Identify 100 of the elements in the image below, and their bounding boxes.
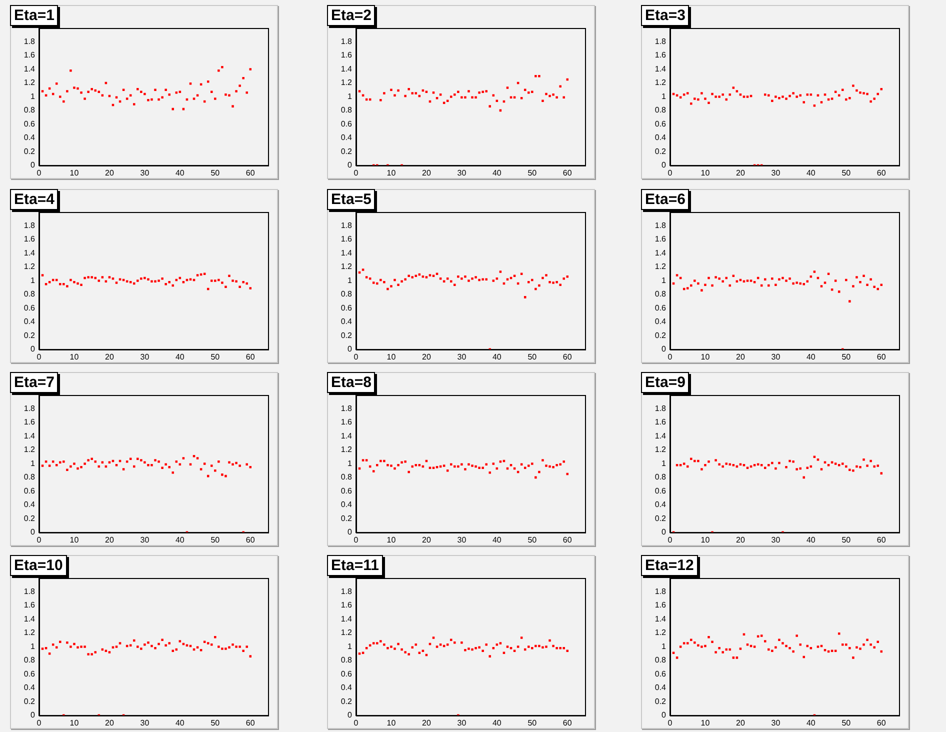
y-tick-label: 1.6 — [340, 418, 353, 427]
x-tick-label: 30 — [771, 168, 781, 178]
y-tick-label: 0 — [348, 344, 353, 354]
y-tick-label: 1.8 — [24, 404, 36, 413]
x-tick-label: 40 — [806, 718, 816, 728]
y-tick-label: 0.6 — [654, 669, 667, 678]
y-tick-label: 0.6 — [654, 303, 667, 312]
x-tick-label: 0 — [354, 535, 359, 544]
x-tick-label: 60 — [562, 352, 572, 362]
x-tick-label: 30 — [140, 168, 150, 178]
y-tick-label: 1 — [348, 92, 353, 101]
x-tick-label: 40 — [175, 718, 185, 728]
x-tick-label: 60 — [876, 352, 886, 362]
y-tick-label: 1 — [30, 276, 36, 285]
x-tick-label: 10 — [70, 168, 80, 178]
chart-title: Eta=3 — [641, 5, 690, 26]
y-tick-label: 1.8 — [654, 404, 667, 413]
y-tick-label: 1.8 — [24, 220, 36, 230]
y-tick-label: 0.2 — [654, 146, 667, 156]
chart-title: Eta=1 — [10, 5, 58, 26]
x-tick-label: 30 — [140, 352, 150, 362]
x-tick-label: 20 — [105, 718, 114, 728]
y-tick-label: 1.2 — [654, 78, 667, 88]
y-tick-label: 1 — [662, 276, 667, 285]
x-tick-label: 20 — [105, 352, 114, 362]
y-tick-label: 1.8 — [654, 220, 667, 230]
x-tick-label: 20 — [105, 168, 114, 178]
x-tick-label: 0 — [668, 168, 673, 178]
x-tick-label: 50 — [210, 535, 220, 544]
y-tick-label: 1.8 — [24, 586, 36, 596]
x-tick-label: 30 — [457, 718, 467, 728]
x-tick-label: 40 — [806, 168, 816, 178]
x-tick-label: 60 — [876, 535, 886, 544]
x-tick-label: 20 — [736, 535, 746, 544]
x-tick-label: 0 — [354, 718, 359, 728]
x-tick-label: 10 — [386, 352, 396, 362]
y-tick-label: 1.4 — [654, 614, 667, 624]
y-tick-label: 0.2 — [24, 146, 36, 156]
y-tick-label: 1 — [30, 642, 36, 651]
chart-title: Eta=5 — [327, 189, 376, 210]
y-tick-label: 0.2 — [654, 330, 667, 340]
y-tick-label: 0.2 — [340, 696, 353, 706]
y-tick-label: 1 — [30, 458, 36, 468]
y-tick-label: 1.4 — [340, 431, 353, 440]
y-tick-label: 1.8 — [340, 220, 353, 230]
y-tick-label: 1.8 — [654, 36, 667, 46]
chart-title: Eta=2 — [327, 5, 376, 26]
y-tick-label: 1.2 — [24, 78, 36, 88]
y-tick-label: 0.2 — [24, 330, 36, 340]
chart-title: Eta=8 — [327, 372, 376, 393]
y-tick-label: 1.6 — [340, 234, 353, 244]
y-tick-label: 0.2 — [654, 514, 667, 523]
x-tick-label: 30 — [457, 352, 467, 362]
x-tick-label: 0 — [36, 352, 42, 362]
y-tick-label: 0 — [662, 710, 667, 720]
y-tick-label: 0.2 — [24, 514, 36, 523]
y-tick-label: 1.6 — [340, 50, 353, 60]
y-tick-label: 0.2 — [24, 696, 36, 706]
x-tick-label: 30 — [140, 535, 150, 544]
point — [802, 656, 806, 658]
y-tick-label: 1.2 — [654, 628, 667, 638]
y-tick-label: 1.8 — [340, 36, 353, 46]
y-tick-label: 1.2 — [340, 78, 353, 88]
x-tick-label: 50 — [842, 718, 852, 728]
y-tick-label: 0.6 — [24, 303, 36, 312]
chart-title: Eta=9 — [641, 372, 690, 393]
chart-title: Eta=10 — [10, 555, 67, 576]
y-tick-label: 0.6 — [340, 486, 353, 496]
y-tick-label: 1.2 — [24, 628, 36, 638]
y-tick-label: 1.6 — [654, 418, 667, 427]
y-tick-label: 0.8 — [340, 290, 353, 299]
x-tick-label: 40 — [492, 352, 502, 362]
y-tick-label: 1.2 — [24, 262, 36, 272]
x-tick-label: 10 — [700, 168, 710, 178]
chart-title: Eta=4 — [10, 189, 58, 210]
y-tick-label: 0.6 — [654, 486, 667, 496]
x-tick-label: 20 — [736, 168, 746, 178]
x-tick-label: 20 — [422, 718, 432, 728]
x-tick-label: 10 — [700, 535, 710, 544]
y-tick-label: 0.8 — [340, 472, 353, 482]
y-tick-label: 0.8 — [24, 290, 36, 299]
x-tick-label: 10 — [70, 352, 80, 362]
point — [172, 108, 174, 110]
y-tick-label: 0.6 — [24, 119, 36, 128]
x-tick-label: 0 — [668, 352, 673, 362]
y-tick-label: 0.4 — [654, 683, 667, 692]
y-tick-label: 1.6 — [340, 600, 353, 610]
x-tick-label: 20 — [422, 168, 432, 178]
y-tick-label: 0 — [30, 528, 36, 537]
point — [450, 280, 452, 283]
y-tick-label: 0.8 — [654, 290, 667, 299]
y-tick-label: 1.6 — [24, 50, 36, 60]
x-tick-label: 60 — [876, 718, 886, 728]
y-tick-label: 1.6 — [24, 234, 36, 244]
x-tick-label: 50 — [528, 168, 538, 178]
x-tick-label: 60 — [562, 718, 572, 728]
y-tick-label: 0.8 — [340, 656, 353, 665]
x-tick-label: 0 — [36, 168, 42, 178]
x-tick-label: 10 — [386, 535, 396, 544]
x-tick-label: 0 — [668, 718, 673, 728]
